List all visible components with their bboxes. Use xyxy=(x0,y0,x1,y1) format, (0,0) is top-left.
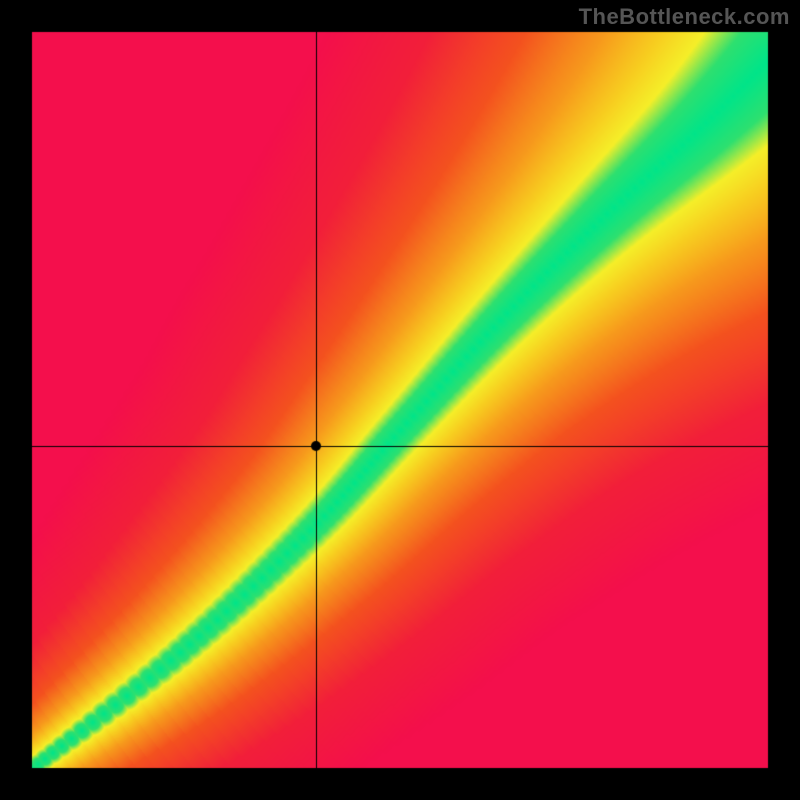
chart-container: TheBottleneck.com xyxy=(0,0,800,800)
bottleneck-heatmap xyxy=(0,0,800,800)
watermark-text: TheBottleneck.com xyxy=(579,4,790,30)
